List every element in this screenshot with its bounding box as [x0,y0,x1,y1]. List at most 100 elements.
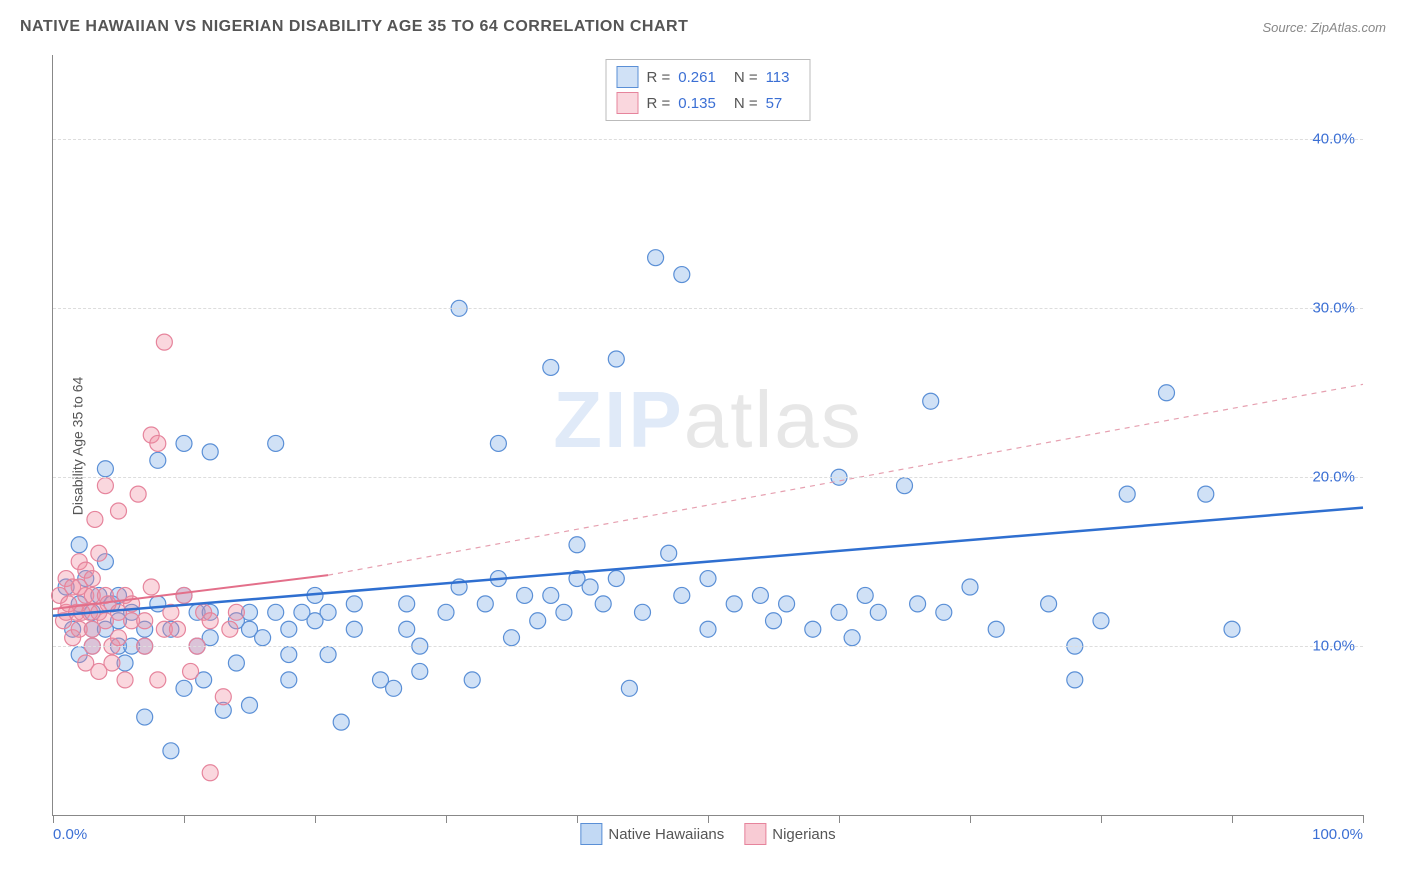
gridline [53,308,1363,309]
y-tick-label: 20.0% [1312,469,1355,486]
data-point [130,486,146,502]
stats-row-2: R = 0.135 N = 57 [617,90,800,116]
x-tick [708,815,709,823]
gridline [53,139,1363,140]
data-point [648,250,664,266]
r-value-1: 0.261 [678,69,716,86]
n-value-2: 57 [766,95,783,112]
data-point [111,630,127,646]
data-point [1067,672,1083,688]
data-point [1041,596,1057,612]
data-point [412,663,428,679]
x-tick [446,815,447,823]
data-point [700,621,716,637]
data-point [608,351,624,367]
data-point [228,655,244,671]
data-point [1224,621,1240,637]
data-point [137,709,153,725]
data-point [936,604,952,620]
data-point [962,579,978,595]
data-point [320,604,336,620]
data-point [543,359,559,375]
data-point [71,537,87,553]
gridline [53,477,1363,478]
scatter-plot-svg [53,55,1363,815]
data-point [143,579,159,595]
data-point [183,663,199,679]
data-point [857,587,873,603]
data-point [635,604,651,620]
n-value-1: 113 [766,69,790,86]
data-point [137,613,153,629]
data-point [569,537,585,553]
data-point [831,604,847,620]
x-tick [577,815,578,823]
data-point [202,444,218,460]
data-point [923,393,939,409]
data-point [805,621,821,637]
data-point [530,613,546,629]
data-point [268,435,284,451]
data-point [897,478,913,494]
data-point [490,435,506,451]
data-point [104,655,120,671]
n-label: N = [734,95,758,112]
data-point [281,672,297,688]
chart-header: NATIVE HAWAIIAN VS NIGERIAN DISABILITY A… [20,18,1386,36]
data-point [156,334,172,350]
y-tick-label: 30.0% [1312,300,1355,317]
chart-plot-area: ZIPatlas R = 0.261 N = 113 R = 0.135 N =… [52,55,1363,816]
data-point [87,511,103,527]
data-point [150,435,166,451]
data-point [399,621,415,637]
data-point [176,435,192,451]
y-tick-label: 40.0% [1312,131,1355,148]
data-point [674,267,690,283]
legend-swatch-1 [580,823,602,845]
data-point [255,630,271,646]
data-point [752,587,768,603]
data-point [870,604,886,620]
data-point [222,621,238,637]
data-point [242,697,258,713]
data-point [595,596,611,612]
y-tick-label: 10.0% [1312,638,1355,655]
data-point [228,604,244,620]
data-point [215,689,231,705]
n-label: N = [734,69,758,86]
legend-swatch-2 [744,823,766,845]
data-point [169,621,185,637]
data-point [320,647,336,663]
data-point [844,630,860,646]
data-point [163,743,179,759]
x-tick [1363,815,1364,823]
data-point [608,571,624,587]
chart-title: NATIVE HAWAIIAN VS NIGERIAN DISABILITY A… [20,18,688,36]
data-point [674,587,690,603]
r-label: R = [647,69,671,86]
data-point [97,478,113,494]
data-point [477,596,493,612]
data-point [988,621,1004,637]
legend-item-1: Native Hawaiians [580,823,724,845]
legend-label-2: Nigerians [772,826,835,843]
data-point [766,613,782,629]
data-point [111,503,127,519]
data-point [268,604,284,620]
data-point [1093,613,1109,629]
data-point [150,672,166,688]
data-point [910,596,926,612]
data-point [84,571,100,587]
data-point [779,596,795,612]
x-tick [184,815,185,823]
stats-swatch-2 [617,92,639,114]
data-point [97,461,113,477]
data-point [517,587,533,603]
data-point [176,680,192,696]
x-tick [839,815,840,823]
data-point [726,596,742,612]
data-point [504,630,520,646]
data-point [543,587,559,603]
x-tick [1232,815,1233,823]
chart-source: Source: ZipAtlas.com [1262,20,1386,35]
